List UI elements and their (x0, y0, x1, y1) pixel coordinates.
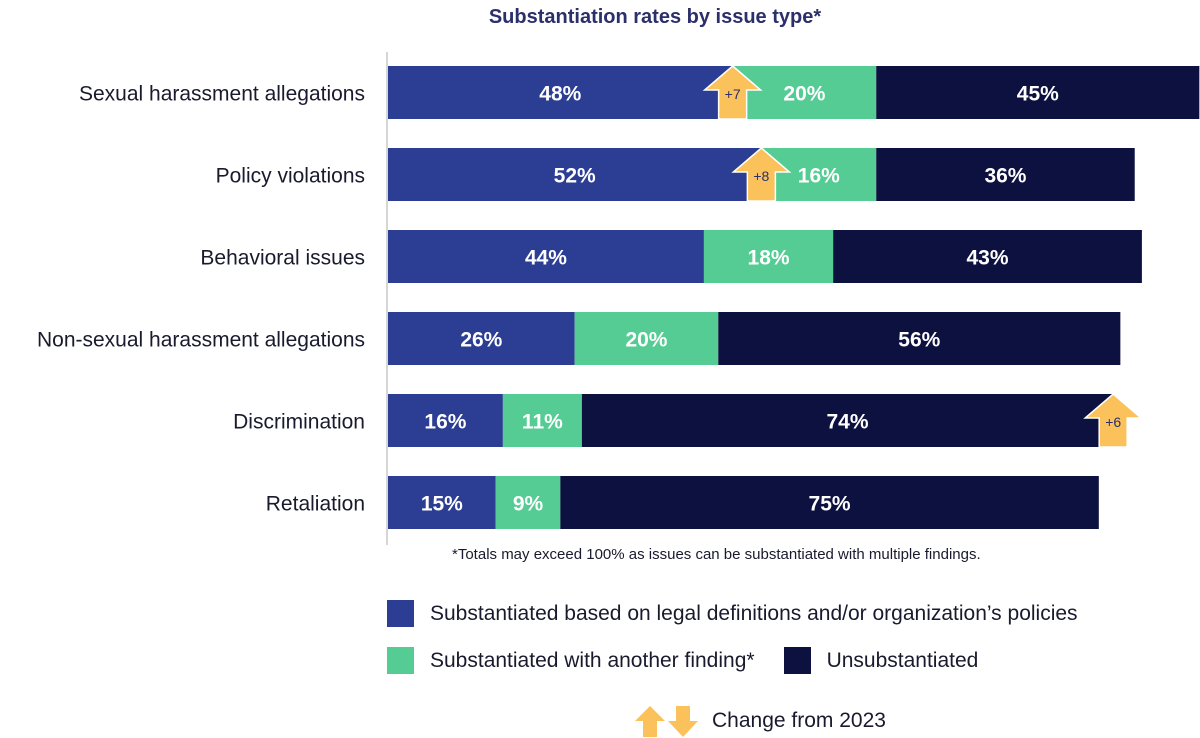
data-label-sexual-harassment-allegations-0: 48% (539, 83, 581, 106)
legend-label-another-finding: Substantiated with another finding* (430, 648, 755, 672)
change-arrow-policy-violations (731, 147, 792, 202)
bar-retaliation-substantiated-based-on-l (388, 476, 496, 529)
legend-item-legal: Substantiated based on legal definitions… (387, 600, 1078, 627)
category-label-policy-violations: Policy violations (216, 165, 365, 188)
change-arrow-sexual-harassment-allegations (702, 65, 763, 120)
bar-discrimination-substantiated-with-anoth (502, 394, 582, 447)
legend-item-unsubstantiated: Unsubstantiated (783, 647, 979, 674)
change-label-policy-violations: +8 (753, 168, 769, 184)
stacked-bar-chart: Sexual harassment allegations 48% 20% 45% Po… (37, 52, 1200, 545)
legend-label-legal: Substantiated based on legal definitions… (430, 601, 1078, 625)
category-label-retaliation: Retaliation (266, 493, 365, 516)
bar-sexual-harassment-allegations-substantiated-based-on-l (388, 66, 733, 119)
data-label-policy-violations-2: 36% (984, 165, 1026, 188)
legend-swatch-another-finding (387, 647, 414, 674)
data-label-discrimination-0: 16% (424, 411, 466, 434)
change-label-sexual-harassment-allegations: +7 (725, 86, 741, 102)
bar-sexual-harassment-allegations-unsubstantiated (876, 66, 1200, 119)
data-label-behavioral-issues-1: 18% (748, 247, 790, 270)
data-label-discrimination-2: 74% (827, 411, 869, 434)
bar-behavioral-issues-substantiated-with-anoth (703, 230, 834, 283)
bar-non-sexual-harassment-allegations-substantiated-with-anoth (574, 312, 719, 365)
data-label-policy-violations-1: 16% (798, 165, 840, 188)
bar-non-sexual-harassment-allegations-substantiated-based-on-l (388, 312, 575, 365)
bar-behavioral-issues-unsubstantiated (833, 230, 1142, 283)
legend-row-1: Substantiated based on legal definitions… (387, 600, 1078, 627)
bar-retaliation-substantiated-with-anoth (495, 476, 561, 529)
bar-sexual-harassment-allegations-substantiated-with-anoth (732, 66, 877, 119)
data-label-non-sexual-harassment-allegations-1: 20% (625, 329, 667, 352)
category-label-discrimination: Discrimination (233, 411, 365, 434)
data-label-sexual-harassment-allegations-1: 20% (783, 83, 825, 106)
legend-swatch-legal (387, 600, 414, 627)
data-label-non-sexual-harassment-allegations-0: 26% (460, 329, 502, 352)
data-label-non-sexual-harassment-allegations-2: 56% (898, 329, 940, 352)
data-label-behavioral-issues-2: 43% (967, 247, 1009, 270)
bar-policy-violations-substantiated-based-on-l (388, 148, 762, 201)
change-legend: Change from 2023 (634, 704, 886, 738)
bar-policy-violations-unsubstantiated (876, 148, 1135, 201)
bar-retaliation-unsubstantiated (560, 476, 1099, 529)
data-label-retaliation-2: 75% (809, 493, 851, 516)
bar-discrimination-substantiated-based-on-l (388, 394, 503, 447)
data-label-policy-violations-0: 52% (554, 165, 596, 188)
chart-title: Substantiation rates by issue type* (488, 6, 822, 28)
category-label-sexual-harassment-allegations: Sexual harassment allegations (79, 83, 365, 106)
legend-item-another-finding: Substantiated with another finding* (387, 647, 755, 674)
bar-non-sexual-harassment-allegations-unsubstantiated (718, 312, 1121, 365)
data-label-sexual-harassment-allegations-2: 45% (1017, 83, 1059, 106)
change-legend-label: Change from 2023 (712, 709, 886, 732)
bar-behavioral-issues-substantiated-based-on-l (388, 230, 704, 283)
change-arrow-discrimination (1083, 393, 1144, 448)
bar-policy-violations-substantiated-with-anoth (761, 148, 877, 201)
data-label-discrimination-1: 11% (522, 411, 563, 434)
bar-discrimination-unsubstantiated (581, 394, 1114, 447)
legend-swatch-unsubstantiated (783, 647, 811, 674)
change-label-discrimination: +6 (1105, 414, 1121, 430)
legend-label-unsubstantiated: Unsubstantiated (826, 648, 979, 672)
data-label-behavioral-issues-0: 44% (525, 247, 567, 270)
data-label-retaliation-0: 15% (421, 493, 463, 516)
category-label-non-sexual-harassment-allegations: Non-sexual harassment allegations (37, 329, 365, 352)
data-label-retaliation-1: 9% (513, 493, 544, 516)
chart-footnote: *Totals may exceed 100% as issues can be… (452, 546, 981, 563)
category-label-behavioral-issues: Behavioral issues (200, 247, 365, 270)
legend-row-2: Substantiated with another finding* Unsu… (387, 647, 978, 674)
up-down-arrow-icon (635, 706, 698, 737)
